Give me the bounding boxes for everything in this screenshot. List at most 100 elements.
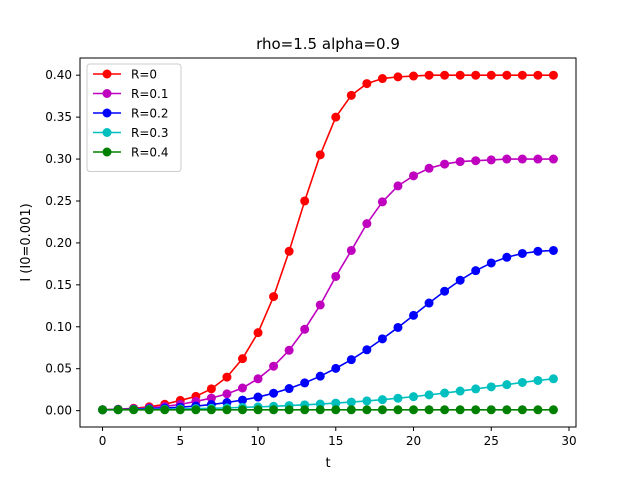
x-tick-label: 30 bbox=[561, 434, 576, 448]
data-point bbox=[284, 384, 294, 394]
data-point bbox=[346, 90, 356, 100]
data-point bbox=[129, 405, 139, 415]
y-tick-label: 0.40 bbox=[45, 68, 72, 82]
data-point bbox=[284, 405, 294, 415]
series-line bbox=[102, 249, 554, 411]
data-point bbox=[471, 70, 481, 80]
legend-label: R=0.4 bbox=[131, 146, 168, 160]
data-point bbox=[300, 196, 310, 206]
data-point bbox=[424, 405, 434, 415]
data-point bbox=[377, 334, 387, 344]
data-point bbox=[471, 384, 481, 394]
y-axis: 0.00 0.05 0.10 0.15 0.20 0.25 0.30 0.35 0.40 bbox=[45, 68, 80, 418]
data-point bbox=[346, 397, 356, 407]
data-point bbox=[269, 388, 279, 398]
legend-label: R=0.1 bbox=[131, 87, 168, 101]
y-tick-label: 0.10 bbox=[45, 320, 72, 334]
data-point bbox=[331, 398, 341, 408]
x-axis-label: t bbox=[325, 456, 330, 471]
data-point bbox=[393, 393, 403, 403]
data-point bbox=[253, 405, 263, 415]
y-tick-label: 0.15 bbox=[45, 278, 72, 292]
data-point bbox=[517, 70, 527, 80]
data-point bbox=[393, 181, 403, 191]
data-point bbox=[502, 70, 512, 80]
data-point bbox=[393, 405, 403, 415]
data-point bbox=[315, 150, 325, 160]
data-point bbox=[331, 112, 341, 122]
data-point bbox=[362, 405, 372, 415]
x-tick-label: 25 bbox=[484, 434, 499, 448]
data-point bbox=[284, 345, 294, 355]
data-point bbox=[362, 219, 372, 229]
data-point bbox=[237, 383, 247, 393]
data-point bbox=[486, 258, 496, 268]
data-point bbox=[471, 156, 481, 166]
data-point bbox=[393, 322, 403, 332]
data-point bbox=[455, 386, 465, 396]
legend-item: R=0.2 bbox=[93, 107, 168, 121]
data-point bbox=[346, 245, 356, 255]
data-point bbox=[253, 328, 263, 338]
legend-label: R=0 bbox=[131, 68, 157, 82]
data-point bbox=[300, 378, 310, 388]
data-point bbox=[486, 405, 496, 415]
legend-marker bbox=[102, 89, 112, 98]
data-point bbox=[284, 246, 294, 256]
data-point bbox=[362, 396, 372, 406]
y-tick-label: 0.00 bbox=[45, 404, 72, 418]
data-point bbox=[502, 154, 512, 164]
data-point bbox=[331, 363, 341, 373]
legend-item: R=0.1 bbox=[93, 87, 168, 101]
data-point bbox=[206, 393, 216, 403]
data-point bbox=[502, 405, 512, 415]
data-point bbox=[331, 271, 341, 281]
data-point bbox=[440, 70, 450, 80]
x-tick-label: 20 bbox=[406, 434, 421, 448]
y-tick-label: 0.30 bbox=[45, 152, 72, 166]
data-point bbox=[517, 405, 527, 415]
series-layer bbox=[98, 70, 558, 415]
legend-marker bbox=[102, 147, 112, 157]
data-point bbox=[300, 405, 310, 415]
data-point bbox=[113, 405, 123, 415]
data-point bbox=[455, 405, 465, 415]
data-point bbox=[253, 374, 263, 384]
y-axis-label: I (I0=0.001) bbox=[19, 203, 34, 281]
data-point bbox=[98, 405, 108, 415]
legend-label: R=0.3 bbox=[131, 126, 168, 140]
data-point bbox=[409, 392, 419, 402]
legend-marker bbox=[102, 69, 112, 79]
data-point bbox=[409, 405, 419, 415]
data-point bbox=[548, 374, 558, 384]
data-point bbox=[424, 70, 434, 80]
y-tick-label: 0.05 bbox=[45, 362, 72, 376]
y-tick-label: 0.35 bbox=[45, 110, 72, 124]
data-point bbox=[471, 266, 481, 276]
data-point bbox=[548, 154, 558, 164]
data-point bbox=[471, 405, 481, 415]
data-point bbox=[222, 389, 232, 399]
data-point bbox=[502, 252, 512, 262]
data-point bbox=[393, 72, 403, 82]
data-point bbox=[237, 405, 247, 415]
data-point bbox=[440, 159, 450, 169]
data-point bbox=[533, 246, 543, 256]
y-tick-label: 0.20 bbox=[45, 236, 72, 250]
data-point bbox=[440, 405, 450, 415]
x-tick-label: 15 bbox=[328, 434, 343, 448]
data-point bbox=[377, 74, 387, 84]
data-point bbox=[548, 405, 558, 415]
legend-item: R=0.3 bbox=[93, 126, 168, 140]
chart-title: rho=1.5 alpha=0.9 bbox=[256, 35, 400, 53]
data-point bbox=[517, 248, 527, 258]
data-point bbox=[455, 70, 465, 80]
data-point bbox=[300, 324, 310, 334]
y-tick-label: 0.25 bbox=[45, 194, 72, 208]
x-tick-label: 10 bbox=[250, 434, 265, 448]
data-point bbox=[206, 384, 216, 394]
data-point bbox=[269, 405, 279, 415]
legend-marker bbox=[102, 108, 112, 118]
data-point bbox=[409, 71, 419, 81]
